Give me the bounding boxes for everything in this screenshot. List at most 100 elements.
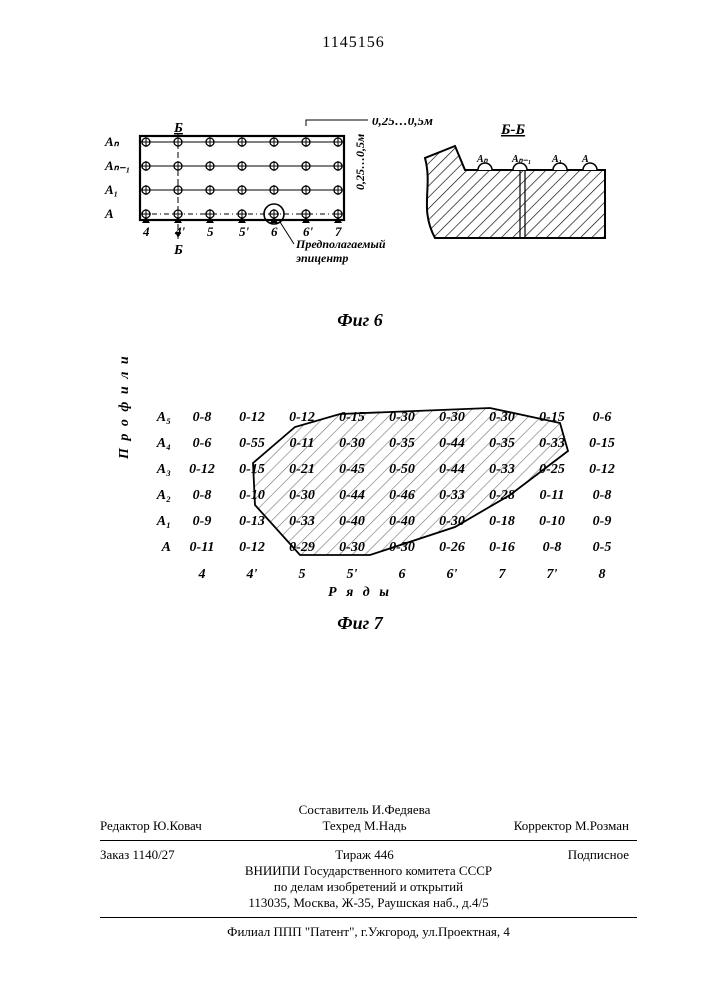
data-cell: 0-30	[377, 410, 427, 426]
col-label: 4	[177, 567, 227, 583]
data-cell: 0-11	[527, 488, 577, 504]
data-cell: 0-12	[227, 410, 277, 426]
data-cell: 0-33	[477, 462, 527, 478]
col-label: 4'	[227, 567, 277, 583]
subscription: Подписное	[458, 847, 629, 863]
svg-text:0,25…0,5м: 0,25…0,5м	[353, 134, 367, 190]
data-cell: 0-11	[277, 436, 327, 452]
fig6-caption: Фиг 6	[100, 310, 620, 331]
svg-text:4: 4	[142, 224, 150, 239]
data-cell: 0-40	[377, 514, 427, 530]
data-cell: 0-28	[477, 488, 527, 504]
svg-text:4': 4'	[174, 224, 186, 239]
svg-text:Aₙ: Aₙ	[476, 154, 489, 165]
data-cell: 0-15	[577, 436, 627, 452]
data-cell: 0-9	[577, 514, 627, 530]
data-cell: 0-12	[577, 462, 627, 478]
data-cell: 0-13	[227, 514, 277, 530]
data-cell: 0-44	[327, 488, 377, 504]
data-cell: 0-5	[577, 540, 627, 556]
row-label: A₂	[145, 488, 171, 504]
data-cell: 0-8	[527, 540, 577, 556]
svg-text:A₁: A₁	[551, 154, 562, 165]
col-label: 6'	[427, 567, 477, 583]
data-cell: 0-30	[427, 514, 477, 530]
col-label: 8	[577, 567, 627, 583]
data-cell: 0-10	[227, 488, 277, 504]
org-line-3: 113035, Москва, Ж-35, Раушская наб., д.4…	[100, 895, 637, 911]
data-cell: 0-15	[227, 462, 277, 478]
data-cell: 0-6	[177, 436, 227, 452]
svg-text:Б-Б: Б-Б	[500, 122, 526, 138]
svg-text:эпицентр: эпицентр	[295, 251, 348, 265]
data-cell: 0-45	[327, 462, 377, 478]
fig7-col-labels: 44'55'66'77'8	[177, 567, 627, 583]
svg-text:5': 5'	[239, 224, 250, 239]
data-cell: 0-21	[277, 462, 327, 478]
data-cell: 0-44	[427, 436, 477, 452]
print-run: Тираж 446	[279, 847, 450, 863]
order-no: Заказ 1140/27	[100, 847, 271, 863]
svg-text:Предполагаемый: Предполагаемый	[295, 237, 386, 251]
fig7-y-axis-label: П р о ф и л и	[117, 354, 133, 459]
compiler-credit: Составитель И.Федяева	[299, 802, 431, 818]
svg-text:5: 5	[207, 224, 214, 239]
svg-text:6: 6	[271, 224, 278, 239]
colophon: Составитель И.Федяева Редактор Ю.Ковач Т…	[100, 802, 637, 940]
data-cell: 0-50	[377, 462, 427, 478]
fig7-caption: Фиг 7	[85, 613, 635, 634]
data-cell: 0-12	[177, 462, 227, 478]
org-line-2: по делам изобретений и открытий	[100, 879, 637, 895]
svg-text:A: A	[104, 206, 114, 221]
org-line-4: Филиал ППП "Патент", г.Ужгород, ул.Проек…	[100, 924, 637, 940]
data-cell: 0-33	[277, 514, 327, 530]
data-cell: 0-11	[177, 540, 227, 556]
data-cell: 0-55	[227, 436, 277, 452]
row-label: A₅	[145, 410, 171, 426]
svg-text:0,25…0,5м: 0,25…0,5м	[372, 118, 433, 128]
data-cell: 0-8	[177, 488, 227, 504]
data-cell: 0-29	[277, 540, 327, 556]
techred-credit: Техред М.Надь	[279, 818, 450, 834]
data-cell: 0-16	[477, 540, 527, 556]
data-cell: 0-10	[527, 514, 577, 530]
data-cell: 0-30	[477, 410, 527, 426]
data-cell: 0-33	[427, 488, 477, 504]
svg-text:Aₙ: Aₙ	[104, 134, 120, 149]
col-label: 7'	[527, 567, 577, 583]
data-cell: 0-18	[477, 514, 527, 530]
data-cell: 0-15	[527, 410, 577, 426]
data-cell: 0-25	[527, 462, 577, 478]
svg-text:Aₙ₋₁: Aₙ₋₁	[104, 158, 130, 173]
row-label: A₁	[145, 514, 171, 530]
corrector-credit: Корректор М.Розман	[458, 818, 629, 834]
patent-number: 1145156	[0, 34, 707, 52]
data-cell: 0-30	[327, 436, 377, 452]
row-label: A	[145, 540, 171, 556]
data-cell: 0-15	[327, 410, 377, 426]
data-cell: 0-30	[427, 410, 477, 426]
svg-text:Б: Б	[173, 243, 183, 258]
data-cell: 0-33	[527, 436, 577, 452]
svg-text:Б: Б	[173, 121, 183, 136]
col-label: 5'	[327, 567, 377, 583]
org-line-1: ВНИИПИ Государственного комитета СССР	[100, 863, 637, 879]
fig7-x-axis-label: Р я д ы	[85, 585, 635, 601]
data-cell: 0-12	[277, 410, 327, 426]
data-cell: 0-9	[177, 514, 227, 530]
svg-text:A₁: A₁	[104, 182, 118, 197]
row-label: A₃	[145, 462, 171, 478]
data-cell: 0-6	[577, 410, 627, 426]
editor-credit2: Редактор Ю.Ковач	[100, 818, 271, 834]
data-cell: 0-8	[577, 488, 627, 504]
fig7-data-grid: A₅0-80-120-120-150-300-300-300-150-6A₄0-…	[145, 405, 627, 561]
data-cell: 0-30	[277, 488, 327, 504]
data-cell: 0-35	[477, 436, 527, 452]
figure-6: 0,25…0,5мББAₙAₙ₋₁A₁A0,25…0,5м44'55'66'7П…	[100, 118, 620, 328]
data-cell: 0-26	[427, 540, 477, 556]
figure-7: A₅0-80-120-120-150-300-300-300-150-6A₄0-…	[85, 405, 635, 655]
data-cell: 0-12	[227, 540, 277, 556]
col-label: 7	[477, 567, 527, 583]
data-cell: 0-46	[377, 488, 427, 504]
row-label: A₄	[145, 436, 171, 452]
